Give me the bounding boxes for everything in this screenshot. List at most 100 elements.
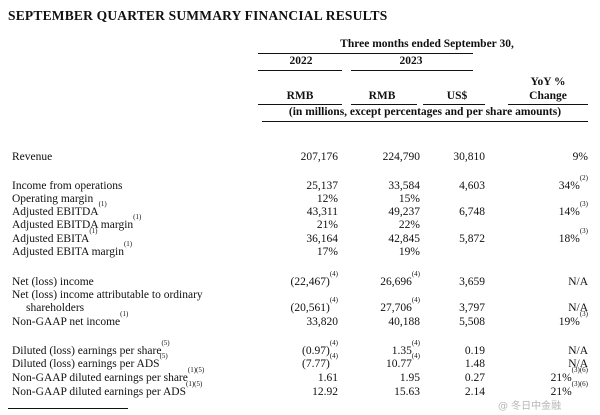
cell-2023-rmb-text: 1.35	[391, 345, 412, 357]
cell-2023-usd: 1.48	[425, 358, 485, 371]
cell-2022-rmb: 17%	[262, 246, 338, 259]
row-label: Adjusted EBITDA(1)	[12, 201, 107, 219]
cell-2022-rmb-text: (0.97)	[302, 345, 330, 357]
currency-rmb-2023: RMB	[368, 90, 396, 102]
cell-2022-rmb-text: 36,164	[306, 233, 338, 245]
cell-2022-rmb: (7.77)(4)	[262, 353, 338, 371]
cell-2023-rmb-text: 27,706	[380, 302, 412, 314]
cell-yoy-change-text: 21%	[550, 372, 572, 384]
cell-yoy-change-text: 19%	[558, 316, 580, 328]
cell-2023-rmb-text: 42,845	[388, 233, 420, 245]
cell-2023-usd: 30,810	[425, 151, 485, 164]
page-title: SEPTEMBER QUARTER SUMMARY FINANCIAL RESU…	[8, 8, 388, 23]
yoy-header-line1: YoY %	[530, 76, 566, 88]
row-label: Revenue	[12, 151, 52, 164]
watermark: @ 冬日中金融	[498, 401, 562, 412]
cell-2023-rmb-text: 49,237	[388, 206, 420, 218]
cell-yoy-change: 34%(2)	[508, 175, 588, 193]
currency-rule-yoy	[508, 104, 588, 105]
cell-yoy-change-text: 21%	[550, 386, 572, 398]
cell-2023-rmb-text: 10.77	[385, 358, 412, 370]
cell-2023-usd: 4,603	[425, 180, 485, 193]
cell-2023-rmb-text: 26,696	[380, 276, 412, 288]
row-label-text: Income from operations	[12, 180, 123, 192]
cell-2023-rmb-text: 1.95	[399, 372, 420, 384]
cell-2023-rmb-text: 33,584	[388, 180, 420, 192]
cell-yoy-change-text: 14%	[558, 206, 580, 218]
currency-usd: US$	[446, 90, 468, 102]
cell-yoy-change-footnote: (3)	[579, 200, 588, 208]
row-label: Non-GAAP net income(1)	[12, 311, 128, 329]
currency-rule-2022	[258, 104, 342, 105]
row-label-footnote: (5)	[161, 339, 170, 347]
row-label-text: Net (loss) income attributable to ordina…	[12, 289, 203, 301]
cell-2023-rmb-footnote: (4)	[411, 296, 420, 304]
cell-2023-rmb: 40,188	[345, 316, 420, 329]
cell-2023-rmb: 10.77(4)	[345, 353, 420, 371]
period-header: Three months ended September 30,	[340, 38, 514, 50]
year-2023-rule	[351, 70, 473, 71]
row-label: Net (loss) income attributable to ordina…	[12, 289, 203, 302]
cell-yoy-change-text: 34%	[558, 180, 580, 192]
cell-2023-usd: 5,508	[425, 316, 485, 329]
cell-2022-rmb-text: 43,311	[306, 206, 338, 218]
cell-2023-usd: 5,872	[425, 233, 485, 246]
cell-2023-rmb: 33,584	[345, 180, 420, 193]
cell-2023-rmb-text: 15.63	[394, 386, 420, 398]
cell-2023-usd: 3,797	[425, 302, 485, 315]
cell-yoy-change: 19%(3)	[508, 311, 588, 329]
cell-yoy-change-footnote: (3)(6)	[571, 380, 588, 388]
cell-yoy-change-text: 18%	[558, 233, 580, 245]
row-label-text: Revenue	[12, 151, 53, 163]
row-label-text: Adjusted EBITA	[12, 233, 90, 245]
cell-yoy-change-text: N/A	[568, 276, 588, 288]
cell-2023-rmb: 15%	[345, 193, 420, 206]
row-label: Non-GAAP diluted earnings per share(1)(5…	[12, 367, 204, 385]
cell-2023-rmb-text: 19%	[398, 246, 420, 258]
cell-2022-rmb-footnote: (4)	[329, 270, 338, 278]
units-rule	[262, 121, 588, 122]
row-label: shareholders	[26, 302, 84, 315]
cell-2023-rmb: 22%	[345, 219, 420, 232]
cell-2023-usd-text: 3,797	[459, 302, 485, 314]
cell-2023-usd-text: 6,748	[459, 206, 485, 218]
cell-2023-rmb: 42,845	[345, 233, 420, 246]
cell-2023-rmb-footnote: (4)	[411, 352, 420, 360]
cell-2022-rmb-text: 207,176	[300, 151, 338, 163]
cell-yoy-change: 21%(3)(6)	[508, 381, 588, 399]
cell-2022-rmb-text: 25,137	[306, 180, 338, 192]
row-label: Non-GAAP diluted earnings per ADS(1)(5)	[12, 381, 202, 399]
cell-2023-usd-text: 30,810	[453, 151, 485, 163]
cell-yoy-change-text: N/A	[568, 345, 588, 357]
cell-2023-usd: 0.27	[425, 372, 485, 385]
cell-2023-usd-text: 5,872	[459, 233, 485, 245]
row-label-text: Adjusted EBITDA	[12, 206, 99, 218]
cell-2023-rmb: 26,696(4)	[345, 271, 420, 289]
row-label-footnote: (1)(5)	[187, 366, 205, 374]
row-label-text: Diluted (loss) earnings per ADS	[12, 358, 160, 370]
cell-2022-rmb: 25,137	[262, 180, 338, 193]
cell-2022-rmb-text: 12%	[316, 193, 338, 205]
period-rule	[258, 53, 473, 54]
cell-yoy-change: N/A	[508, 276, 588, 289]
cell-2023-usd-text: 3,659	[459, 276, 485, 288]
cell-2023-rmb-text: 224,790	[382, 151, 420, 163]
cell-2022-rmb: 33,820	[262, 316, 338, 329]
row-label-footnote: (1)(5)	[185, 380, 203, 388]
cell-2023-rmb: 1.35(4)	[345, 340, 420, 358]
cell-2022-rmb-footnote: (4)	[329, 352, 338, 360]
cell-2023-rmb-footnote: (4)	[411, 339, 420, 347]
footnote-rule	[8, 408, 128, 409]
cell-yoy-change-footnote: (2)	[579, 174, 588, 182]
row-label: Diluted (loss) earnings per share(5)	[12, 340, 170, 358]
cell-yoy-change: N/A	[508, 358, 588, 371]
row-label-text: Non-GAAP diluted earnings per share	[12, 372, 188, 384]
cell-2023-usd-text: 1.48	[464, 358, 485, 370]
cell-2023-usd: 2.14	[425, 386, 485, 399]
cell-2022-rmb-text: 1.61	[317, 372, 338, 384]
currency-rule-2023	[351, 104, 417, 105]
cell-2023-usd: 3,659	[425, 276, 485, 289]
cell-yoy-change: 21%(3)(6)	[508, 367, 588, 385]
cell-2022-rmb: 43,311	[262, 206, 338, 219]
